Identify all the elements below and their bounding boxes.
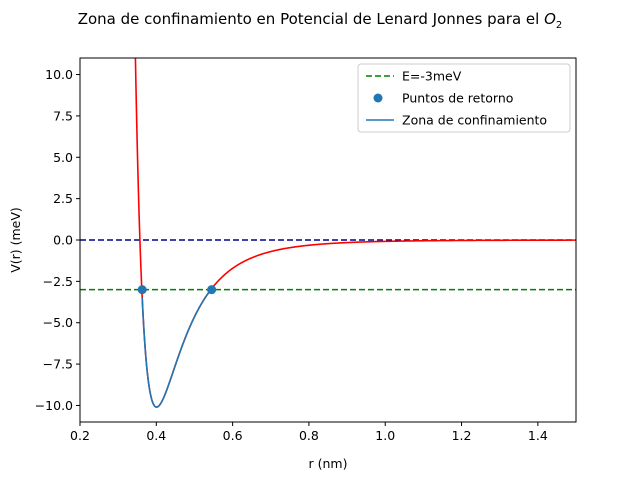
potential-curve xyxy=(134,58,576,408)
turning-point xyxy=(207,285,217,295)
y-tick-label: 2.5 xyxy=(53,191,73,206)
y-tick-label: −2.5 xyxy=(43,274,73,289)
confinement-zone-line xyxy=(141,288,213,408)
x-tick-label: 0.4 xyxy=(146,428,166,443)
x-tick-label: 0.6 xyxy=(223,428,243,443)
legend-label: Zona de confinamiento xyxy=(402,113,547,128)
legend: E=-3meV Puntos de retorno Zona de confinam… xyxy=(357,63,571,133)
turning-point xyxy=(137,285,147,295)
plot-series-group xyxy=(80,58,576,408)
x-tick-label: 0.8 xyxy=(299,428,319,443)
y-tick-label: 7.5 xyxy=(53,108,73,123)
x-axis-label: r (nm) xyxy=(309,456,348,471)
x-tick-label: 1.0 xyxy=(375,428,395,443)
chart-title-math-sub: 2 xyxy=(556,20,562,31)
x-tick-label: 1.2 xyxy=(452,428,472,443)
chart-title: Zona de confinamiento en Potencial de Le… xyxy=(78,10,563,31)
y-tick-label: 5.0 xyxy=(53,150,73,165)
y-tick-label: −5.0 xyxy=(43,315,73,330)
y-tick-label: 10.0 xyxy=(45,67,73,82)
y-axis: −10.0 −7.5 −5.0 −2.5 0.0 2.5 5.0 7.5 10.0 xyxy=(35,67,80,413)
legend-label: E=-3meV xyxy=(402,69,462,84)
legend-label: Puntos de retorno xyxy=(402,91,513,106)
legend-swatch-dot xyxy=(373,93,383,103)
chart-title-text: Zona de confinamiento en Potencial de Le… xyxy=(78,10,540,28)
x-axis: 0.2 0.4 0.6 0.8 1.0 1.2 1.4 xyxy=(70,422,548,443)
x-tick-label: 1.4 xyxy=(528,428,548,443)
chart-title-math: O xyxy=(544,10,556,28)
legend-box xyxy=(357,63,571,133)
y-tick-label: −7.5 xyxy=(43,357,73,372)
y-tick-label: 0.0 xyxy=(53,233,73,248)
y-axis-label: V(r) (meV) xyxy=(8,207,23,273)
x-tick-label: 0.2 xyxy=(70,428,90,443)
y-tick-label: −10.0 xyxy=(35,398,73,413)
plot-area xyxy=(80,58,576,408)
